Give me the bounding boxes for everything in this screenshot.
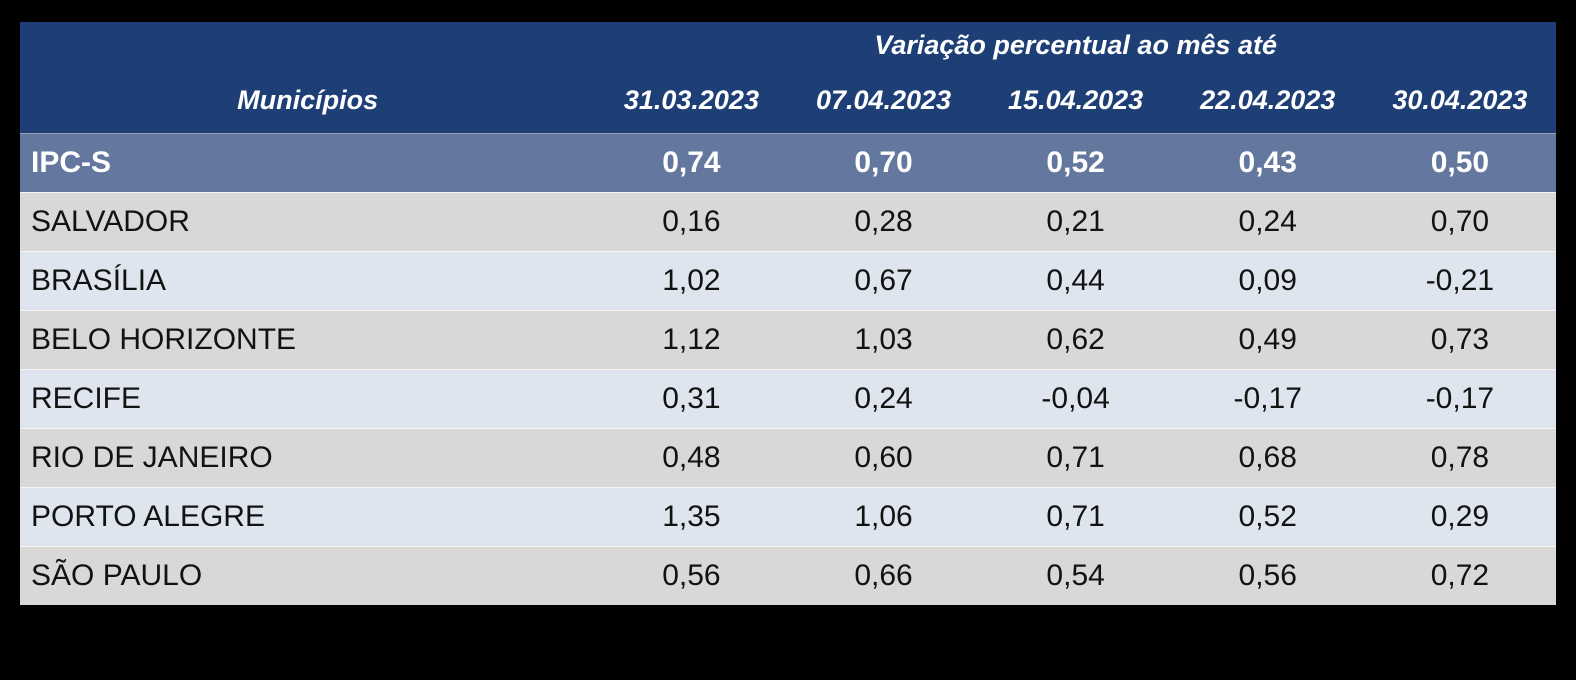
value-cell: 0,56 <box>595 546 788 605</box>
value-cell: 0,71 <box>979 428 1172 488</box>
municipios-column-header: Municípios <box>20 68 596 134</box>
value-cell: 1,12 <box>595 310 788 370</box>
summary-row-ipcs: IPC-S 0,74 0,70 0,52 0,43 0,50 <box>20 133 1556 193</box>
value-cell: 0,66 <box>787 546 980 605</box>
table-body: IPC-S 0,74 0,70 0,52 0,43 0,50 SALVADOR … <box>20 133 1556 605</box>
value-cell: -0,04 <box>979 369 1172 429</box>
value-cell: 0,70 <box>1363 192 1556 252</box>
value-cell: 0,29 <box>1363 487 1556 547</box>
value-cell: 0,56 <box>1171 546 1364 605</box>
value-cell: 0,62 <box>979 310 1172 370</box>
value-cell: 0,48 <box>595 428 788 488</box>
date-column-header-3: 15.04.2023 <box>979 68 1172 134</box>
value-cell: 0,28 <box>787 192 980 252</box>
value-cell: 0,24 <box>1171 192 1364 252</box>
date-column-header-1: 31.03.2023 <box>595 68 788 134</box>
summary-value-cell: 0,70 <box>787 133 980 193</box>
summary-value-cell: 0,52 <box>979 133 1172 193</box>
value-cell: 0,52 <box>1171 487 1364 547</box>
header-dates-row: Municípios 31.03.2023 07.04.2023 15.04.2… <box>20 68 1556 134</box>
table-row-porto-alegre: PORTO ALEGRE 1,35 1,06 0,71 0,52 0,29 <box>20 487 1556 547</box>
value-cell: 0,31 <box>595 369 788 429</box>
table-title: Variação percentual ao mês até <box>595 22 1556 68</box>
municipality-label: RIO DE JANEIRO <box>20 428 596 488</box>
value-cell: 0,73 <box>1363 310 1556 370</box>
value-cell: 0,54 <box>979 546 1172 605</box>
value-cell: 0,16 <box>595 192 788 252</box>
summary-value-cell: 0,43 <box>1171 133 1364 193</box>
table-row-recife: RECIFE 0,31 0,24 -0,04 -0,17 -0,17 <box>20 369 1556 429</box>
value-cell: 0,78 <box>1363 428 1556 488</box>
table-header: Variação percentual ao mês até Município… <box>20 22 1556 134</box>
summary-value-cell: 0,50 <box>1363 133 1556 193</box>
ipcs-variation-table: Variação percentual ao mês até Município… <box>20 22 1556 605</box>
value-cell: 0,21 <box>979 192 1172 252</box>
municipality-label: SÃO PAULO <box>20 546 596 605</box>
value-cell: 0,09 <box>1171 251 1364 311</box>
table-row-salvador: SALVADOR 0,16 0,28 0,21 0,24 0,70 <box>20 192 1556 252</box>
municipality-label: BELO HORIZONTE <box>20 310 596 370</box>
value-cell: 0,68 <box>1171 428 1364 488</box>
value-cell: -0,21 <box>1363 251 1556 311</box>
table-row-sao-paulo: SÃO PAULO 0,56 0,66 0,54 0,56 0,72 <box>20 546 1556 605</box>
value-cell: 1,35 <box>595 487 788 547</box>
header-corner-spacer <box>20 22 596 68</box>
value-cell: 1,02 <box>595 251 788 311</box>
table-row-brasilia: BRASÍLIA 1,02 0,67 0,44 0,09 -0,21 <box>20 251 1556 311</box>
municipality-label: RECIFE <box>20 369 596 429</box>
table-row-rio-de-janeiro: RIO DE JANEIRO 0,48 0,60 0,71 0,68 0,78 <box>20 428 1556 488</box>
summary-row-label: IPC-S <box>20 133 596 193</box>
municipality-label: SALVADOR <box>20 192 596 252</box>
municipality-label: PORTO ALEGRE <box>20 487 596 547</box>
summary-value-cell: 0,74 <box>595 133 788 193</box>
date-column-header-2: 07.04.2023 <box>787 68 980 134</box>
value-cell: 0,49 <box>1171 310 1364 370</box>
table-row-belo-horizonte: BELO HORIZONTE 1,12 1,03 0,62 0,49 0,73 <box>20 310 1556 370</box>
municipality-label: BRASÍLIA <box>20 251 596 311</box>
value-cell: 1,06 <box>787 487 980 547</box>
value-cell: 0,24 <box>787 369 980 429</box>
value-cell: 0,60 <box>787 428 980 488</box>
header-title-row: Variação percentual ao mês até <box>20 22 1556 68</box>
value-cell: 0,44 <box>979 251 1172 311</box>
value-cell: 0,72 <box>1363 546 1556 605</box>
value-cell: -0,17 <box>1171 369 1364 429</box>
date-column-header-4: 22.04.2023 <box>1171 68 1364 134</box>
value-cell: 0,67 <box>787 251 980 311</box>
value-cell: 0,71 <box>979 487 1172 547</box>
date-column-header-5: 30.04.2023 <box>1363 68 1556 134</box>
value-cell: 1,03 <box>787 310 980 370</box>
value-cell: -0,17 <box>1363 369 1556 429</box>
